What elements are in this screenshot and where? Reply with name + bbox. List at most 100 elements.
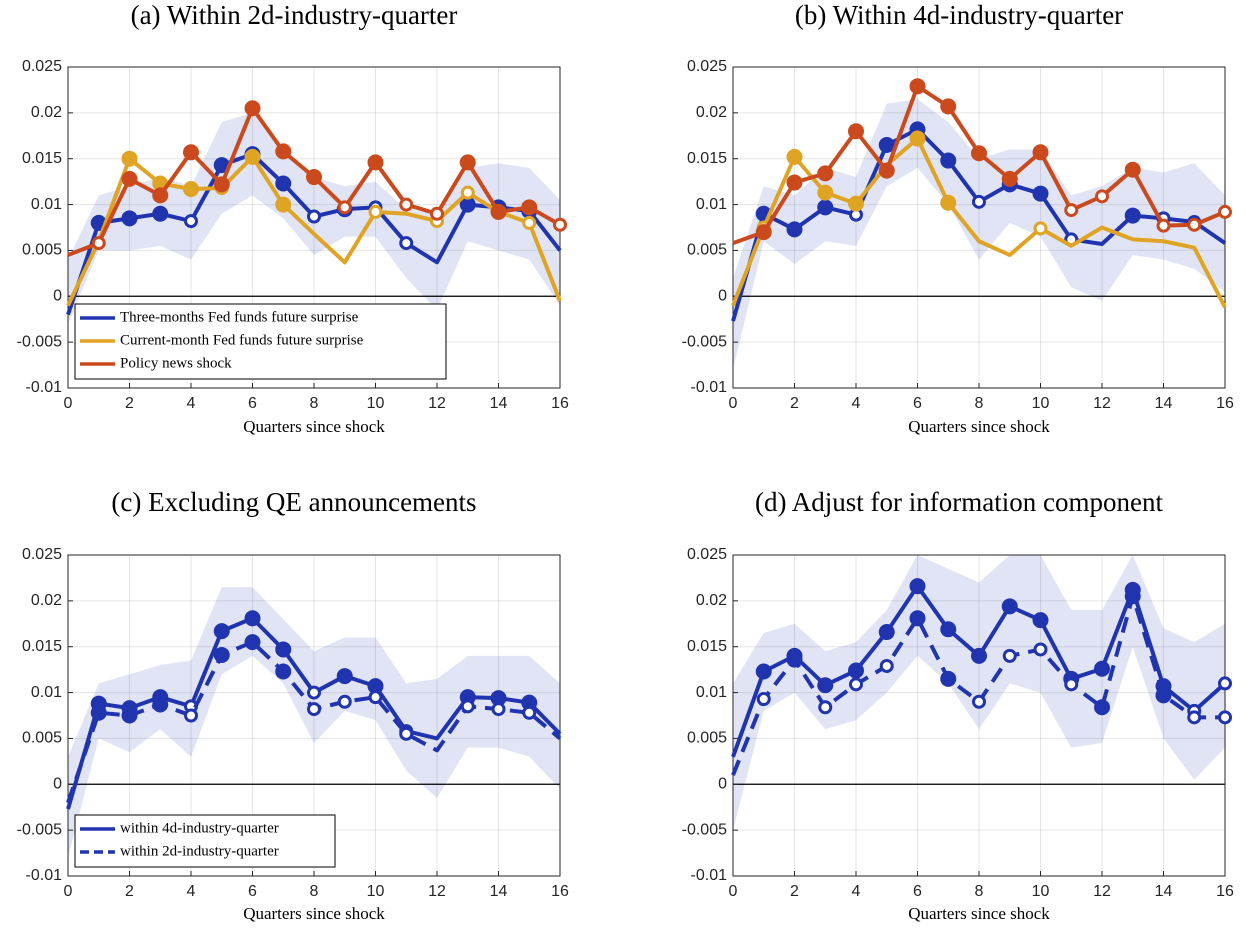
x-tick-label: 4 [187, 883, 196, 900]
x-tick-label: 16 [551, 883, 569, 900]
data-point [755, 663, 772, 680]
x-tick-label: 8 [975, 883, 984, 900]
data-point [848, 123, 864, 140]
panel: -0.01 -0.005 0 0.005 0.01 0.015 0.02 0.025 0 2 4 6 8… [682, 0, 1234, 436]
chart-title: (d) Adjust for information component [755, 487, 1163, 517]
legend-box [74, 814, 336, 868]
data-point [275, 143, 292, 160]
y-tick-label: 0.005 [687, 730, 727, 747]
data-point [307, 209, 321, 224]
data-point [1001, 598, 1018, 615]
x-tick-label: 12 [1093, 883, 1111, 900]
data-point [91, 236, 106, 251]
x-axis-label: Quarters since shock [908, 417, 1050, 436]
x-tick-label: 2 [790, 395, 799, 412]
x-tick-label: 10 [1032, 883, 1050, 900]
y-tick-label: 0.025 [687, 546, 727, 563]
data-point [306, 169, 322, 186]
chart-title: (a) Within 2d-industry-quarter [131, 0, 458, 30]
x-tick-label: 12 [428, 883, 446, 900]
data-point [909, 610, 926, 627]
x-tick-label: 14 [490, 883, 508, 900]
data-point [244, 100, 261, 117]
data-point [121, 150, 138, 167]
data-point [972, 194, 986, 209]
data-point [786, 651, 803, 668]
confidence-band [68, 587, 560, 858]
x-tick-label: 6 [248, 883, 257, 900]
x-tick-label: 14 [1155, 395, 1173, 412]
y-tick-label: -0.005 [682, 333, 727, 350]
y-tick-label: 0.005 [22, 242, 62, 259]
x-tick-label: 8 [310, 395, 319, 412]
panel: -0.01 -0.005 0 0.005 0.01 0.015 0.02 0.025 0 2 4 6 8… [17, 0, 569, 436]
data-point [399, 197, 414, 212]
data-point [275, 175, 292, 192]
data-point [183, 144, 199, 161]
x-tick-label: 10 [367, 395, 385, 412]
data-point [848, 662, 864, 679]
data-point [1124, 161, 1141, 178]
data-point [336, 668, 353, 685]
x-tick-label: 8 [310, 883, 319, 900]
y-tick-label: -0.005 [17, 821, 62, 838]
data-point [879, 658, 894, 673]
data-point [459, 154, 476, 171]
legend-label: Policy news shock [120, 355, 232, 371]
y-tick-label: 0.025 [687, 58, 727, 75]
x-tick-label: 4 [852, 395, 861, 412]
x-axis-label: Quarters since shock [908, 904, 1050, 923]
data-point [275, 641, 292, 658]
data-point [213, 623, 230, 640]
data-point [152, 696, 169, 713]
x-tick-label: 4 [187, 395, 196, 412]
data-point [491, 702, 506, 717]
data-point [817, 199, 834, 216]
data-point [940, 621, 957, 638]
data-point [1218, 676, 1232, 691]
confidence-band [733, 99, 1225, 370]
data-point [909, 78, 926, 95]
data-point [1064, 203, 1079, 218]
x-tick-label: 6 [913, 883, 922, 900]
data-point [756, 691, 771, 706]
data-point [1124, 588, 1141, 605]
x-tick-label: 16 [551, 395, 569, 412]
y-tick-label: 0.01 [31, 684, 62, 701]
x-tick-label: 16 [1216, 883, 1234, 900]
data-point [1001, 170, 1018, 187]
x-tick-label: 10 [367, 883, 385, 900]
data-point [1124, 207, 1141, 224]
data-point [1218, 710, 1232, 725]
y-tick-label: 0.01 [696, 196, 727, 213]
data-point [399, 726, 414, 741]
data-point [909, 578, 926, 595]
y-tick-label: -0.01 [26, 867, 63, 884]
data-point [849, 677, 863, 692]
data-point [940, 194, 957, 211]
data-point [152, 205, 169, 222]
x-tick-label: 0 [64, 395, 73, 412]
panel: -0.01 -0.005 0 0.005 0.01 0.015 0.02 0.025 0 2 4 6 8… [682, 487, 1234, 923]
data-point [459, 196, 476, 213]
data-point [940, 670, 957, 687]
y-tick-label: 0 [53, 288, 62, 305]
data-point [1032, 185, 1049, 202]
data-point [307, 702, 321, 717]
x-tick-label: 2 [125, 883, 134, 900]
data-point [213, 176, 230, 193]
y-tick-label: 0.025 [22, 58, 62, 75]
data-point [786, 174, 803, 191]
x-tick-label: 6 [248, 395, 257, 412]
data-point [367, 154, 384, 171]
data-point [460, 699, 475, 714]
data-point [244, 610, 261, 627]
y-tick-label: 0.02 [696, 592, 727, 609]
data-point [1156, 218, 1171, 233]
data-point [90, 704, 107, 721]
data-point [1002, 648, 1017, 663]
data-point [1064, 677, 1079, 692]
y-tick-label: 0.005 [22, 730, 62, 747]
x-tick-label: 0 [729, 395, 738, 412]
